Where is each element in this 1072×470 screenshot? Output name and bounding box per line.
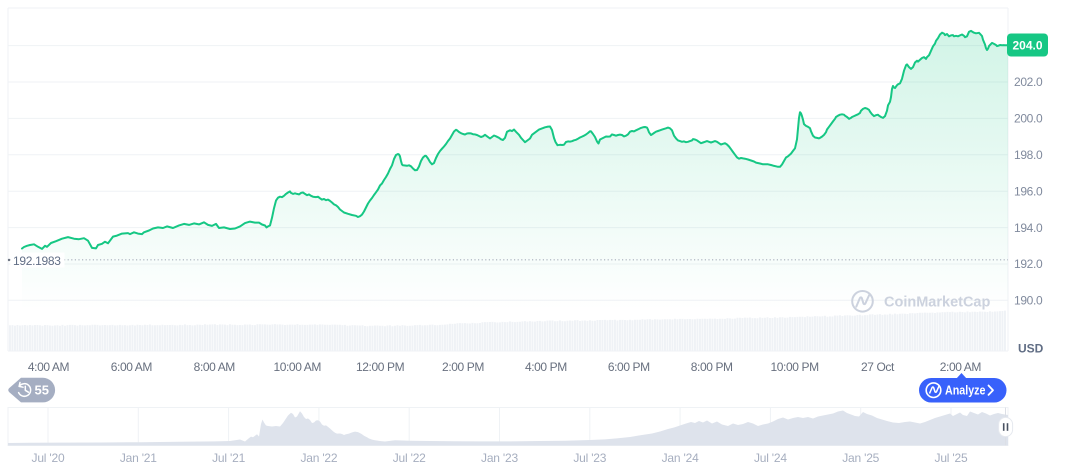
svg-text:192.1983: 192.1983 [13, 254, 61, 268]
svg-text:10:00 PM: 10:00 PM [771, 360, 820, 374]
svg-text:8:00 AM: 8:00 AM [194, 360, 236, 374]
svg-text:194.0: 194.0 [1014, 221, 1043, 235]
svg-text:2:00 PM: 2:00 PM [442, 360, 484, 374]
svg-text:Jan '21: Jan '21 [120, 451, 157, 465]
svg-text:Jan '22: Jan '22 [300, 451, 337, 465]
svg-text:204.0: 204.0 [1012, 38, 1042, 52]
svg-text:27 Oct: 27 Oct [861, 360, 895, 374]
svg-text:CoinMarketCap: CoinMarketCap [884, 295, 990, 311]
svg-text:Jul '24: Jul '24 [754, 451, 787, 465]
svg-text:2:00 AM: 2:00 AM [940, 360, 982, 374]
svg-text:4:00 AM: 4:00 AM [28, 360, 70, 374]
svg-text:Jul '21: Jul '21 [212, 451, 245, 465]
svg-text:55: 55 [35, 383, 49, 398]
svg-text:4:00 PM: 4:00 PM [525, 360, 567, 374]
svg-text:Jan '25: Jan '25 [842, 451, 879, 465]
svg-text:192.0: 192.0 [1014, 257, 1043, 271]
svg-text:196.0: 196.0 [1014, 184, 1043, 198]
svg-text:Jul '20: Jul '20 [32, 451, 65, 465]
svg-text:6:00 PM: 6:00 PM [608, 360, 650, 374]
svg-text:Jan '24: Jan '24 [662, 451, 699, 465]
svg-text:202.0: 202.0 [1014, 75, 1043, 89]
svg-text:USD: USD [1018, 342, 1044, 356]
svg-text:Jul '23: Jul '23 [573, 451, 606, 465]
svg-text:198.0: 198.0 [1014, 148, 1043, 162]
svg-text:190.0: 190.0 [1014, 294, 1043, 308]
svg-text:Jul '22: Jul '22 [393, 451, 426, 465]
svg-text:10:00 AM: 10:00 AM [273, 360, 321, 374]
svg-text:Jul '25: Jul '25 [935, 451, 968, 465]
svg-text:Analyze: Analyze [945, 384, 986, 398]
svg-text:200.0: 200.0 [1014, 112, 1043, 126]
svg-text:12:00 PM: 12:00 PM [356, 360, 405, 374]
svg-text:8:00 PM: 8:00 PM [691, 360, 733, 374]
svg-text:Jan '23: Jan '23 [481, 451, 518, 465]
svg-text:6:00 AM: 6:00 AM [111, 360, 153, 374]
